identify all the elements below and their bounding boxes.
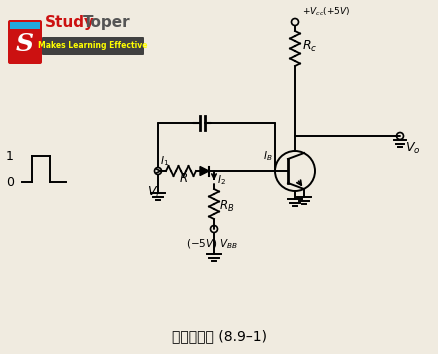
Polygon shape [200, 166, 209, 176]
Text: $I_2$: $I_2$ [217, 173, 226, 187]
Text: चित्र (8.9–1): चित्र (8.9–1) [172, 329, 266, 343]
Text: S: S [16, 32, 34, 56]
Text: Toper: Toper [83, 15, 131, 30]
FancyBboxPatch shape [8, 20, 42, 64]
FancyBboxPatch shape [42, 37, 144, 55]
Text: $I_1$: $I_1$ [160, 154, 169, 168]
Text: Makes Learning Effective: Makes Learning Effective [38, 41, 148, 51]
Text: $R_B$: $R_B$ [219, 199, 234, 213]
Text: $R$: $R$ [180, 172, 188, 185]
Text: $V_o$: $V_o$ [405, 141, 420, 156]
Bar [10, 22, 40, 29]
Text: Study: Study [45, 15, 95, 30]
Text: $+V_{cc}(+5V)$: $+V_{cc}(+5V)$ [302, 6, 350, 18]
Text: $R_c$: $R_c$ [302, 39, 318, 53]
Text: $(-5V)\ V_{BB}$: $(-5V)\ V_{BB}$ [186, 237, 238, 251]
Text: 1: 1 [6, 149, 14, 162]
Text: 0: 0 [6, 176, 14, 188]
Text: $V_i$: $V_i$ [147, 185, 159, 200]
Text: $I_B$: $I_B$ [263, 149, 272, 163]
